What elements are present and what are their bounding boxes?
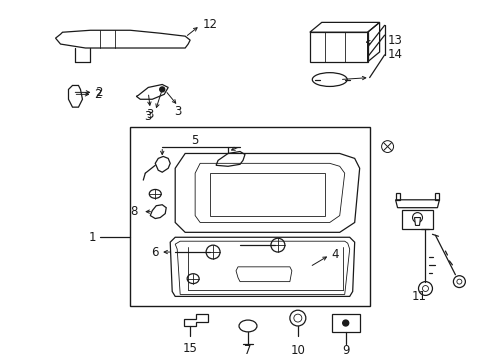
- Polygon shape: [414, 217, 420, 225]
- Text: 7: 7: [244, 344, 251, 357]
- Circle shape: [160, 87, 164, 92]
- Text: 10: 10: [290, 344, 305, 357]
- Text: 8: 8: [130, 205, 137, 218]
- Text: 2: 2: [94, 88, 102, 101]
- Text: 2: 2: [95, 86, 102, 99]
- Text: 6: 6: [150, 246, 158, 258]
- Text: 5: 5: [191, 134, 199, 147]
- Text: 15: 15: [183, 342, 197, 355]
- Text: 4: 4: [331, 248, 339, 261]
- Circle shape: [342, 320, 348, 326]
- Text: 9: 9: [341, 344, 349, 357]
- Text: 13: 13: [387, 33, 402, 47]
- Text: 12: 12: [203, 18, 218, 31]
- Text: 3: 3: [146, 108, 153, 121]
- Text: 3: 3: [143, 109, 151, 122]
- Text: 11: 11: [411, 290, 426, 303]
- Text: 1: 1: [89, 231, 96, 244]
- Text: 3: 3: [174, 105, 181, 118]
- Text: 14: 14: [387, 48, 402, 62]
